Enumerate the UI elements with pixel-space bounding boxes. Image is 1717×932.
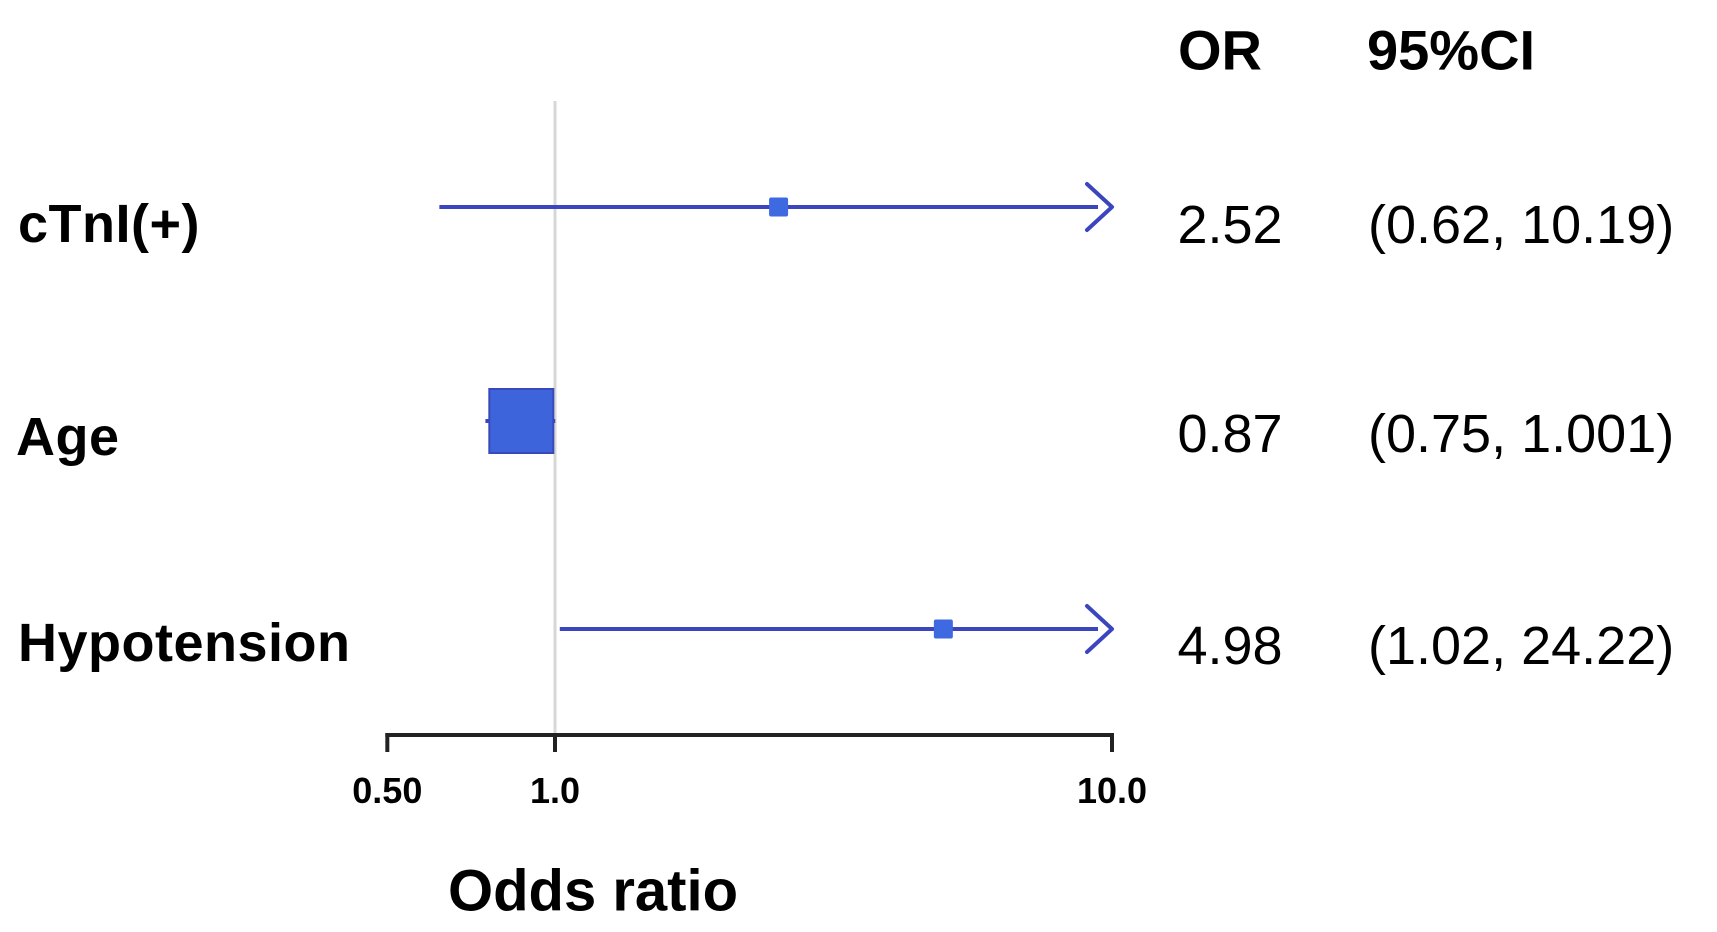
ci-value-ctni: (0.62, 10.19) <box>1368 195 1675 255</box>
or-marker <box>769 197 789 217</box>
or-value-age: 0.87 <box>1177 404 1283 464</box>
x-tick-label: 0.50 <box>352 770 423 811</box>
row-label-ctni: cTnI(+) <box>18 194 201 254</box>
x-axis-title: Odds ratio <box>447 858 739 924</box>
or-column-header: OR <box>1178 18 1262 82</box>
or-value-hypotension: 4.98 <box>1177 616 1283 676</box>
or-box-marker <box>488 388 555 454</box>
right-arrow-icon <box>1085 182 1114 232</box>
ci-value-hypotension: (1.02, 24.22) <box>1368 616 1675 676</box>
right-arrow-icon <box>1085 604 1114 654</box>
ci-value-age: (0.75, 1.001) <box>1368 404 1675 464</box>
ci-column-header: 95%CI <box>1367 18 1536 82</box>
x-tick-label: 1.0 <box>529 770 581 811</box>
row-label-hypotension: Hypotension <box>18 613 351 673</box>
or-value-ctni: 2.52 <box>1177 195 1283 255</box>
row-label-age: Age <box>16 407 120 467</box>
x-tick-label: 10.0 <box>1076 770 1148 811</box>
or-marker <box>933 619 953 639</box>
